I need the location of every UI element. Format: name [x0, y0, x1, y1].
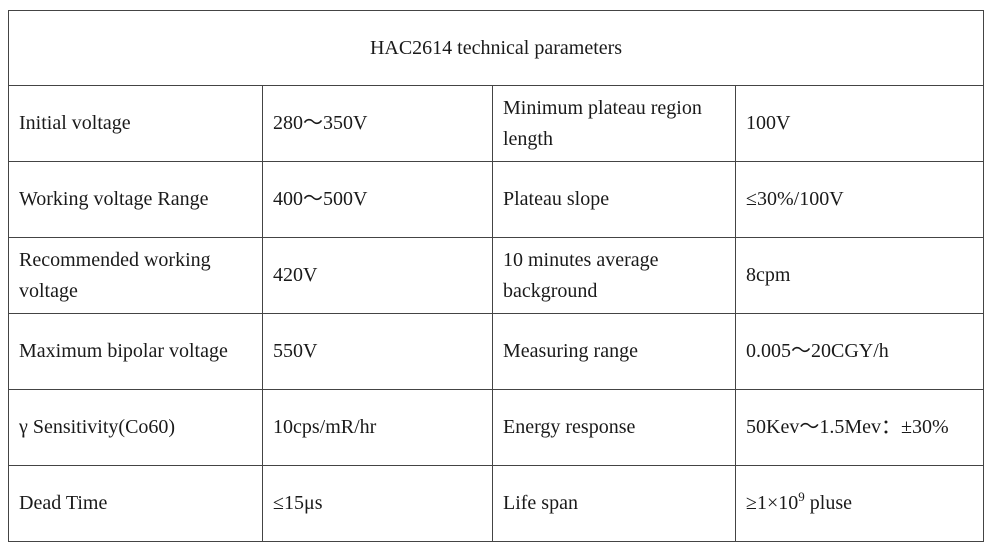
- parameter-label: Life span: [492, 465, 736, 542]
- table-row: Recommended working voltage 420V 10 minu…: [8, 237, 985, 314]
- parameter-value: 400～500V: [262, 161, 493, 238]
- parameter-label: γ Sensitivity(Co60): [8, 389, 263, 466]
- parameter-value: 0.005～20CGY/h: [734, 313, 985, 390]
- table-row: Working voltage Range 400～500V Plateau s…: [8, 161, 985, 238]
- table-row: Dead Time ≤15μs Life span ≥1×109 pluse: [8, 465, 985, 542]
- table-row: Initial voltage 280～350V Minimum plateau…: [8, 85, 985, 162]
- parameter-value: ≥1×109 pluse: [734, 465, 985, 542]
- parameter-value: ≤30%/100V: [734, 161, 985, 238]
- parameter-label: Dead Time: [8, 465, 263, 542]
- parameter-label: Recommended working voltage: [8, 237, 263, 314]
- life-span-exponent: 9: [798, 489, 805, 504]
- parameter-value: 8cpm: [734, 237, 985, 314]
- parameter-value: ≤15μs: [262, 465, 493, 542]
- technical-parameters-table: HAC2614 technical parameters Initial vol…: [7, 10, 985, 542]
- table-row: Maximum bipolar voltage 550V Measuring r…: [8, 313, 985, 390]
- parameter-label: Initial voltage: [8, 85, 263, 162]
- parameter-value: 550V: [262, 313, 493, 390]
- parameter-value: 100V: [734, 85, 985, 162]
- parameter-label: Working voltage Range: [8, 161, 263, 238]
- parameter-label: 10 minutes average background: [492, 237, 736, 314]
- parameter-value: 50Kev～1.5Mev：±30%: [734, 389, 985, 466]
- table-title: HAC2614 technical parameters: [7, 10, 985, 86]
- parameter-value: 420V: [262, 237, 493, 314]
- life-span-base: ≥1×10: [746, 492, 799, 514]
- parameter-label: Maximum bipolar voltage: [8, 313, 263, 390]
- parameter-label: Measuring range: [492, 313, 736, 390]
- life-span-unit: pluse: [804, 492, 852, 514]
- parameter-label: Minimum plateau region length: [492, 85, 736, 162]
- parameter-value: 280～350V: [262, 85, 493, 162]
- table-title-row: HAC2614 technical parameters: [7, 10, 985, 86]
- parameter-value: 10cps/mR/hr: [262, 389, 493, 466]
- table-row: γ Sensitivity(Co60) 10cps/mR/hr Energy r…: [8, 389, 985, 466]
- parameter-label: Plateau slope: [492, 161, 736, 238]
- parameter-label: Energy response: [492, 389, 736, 466]
